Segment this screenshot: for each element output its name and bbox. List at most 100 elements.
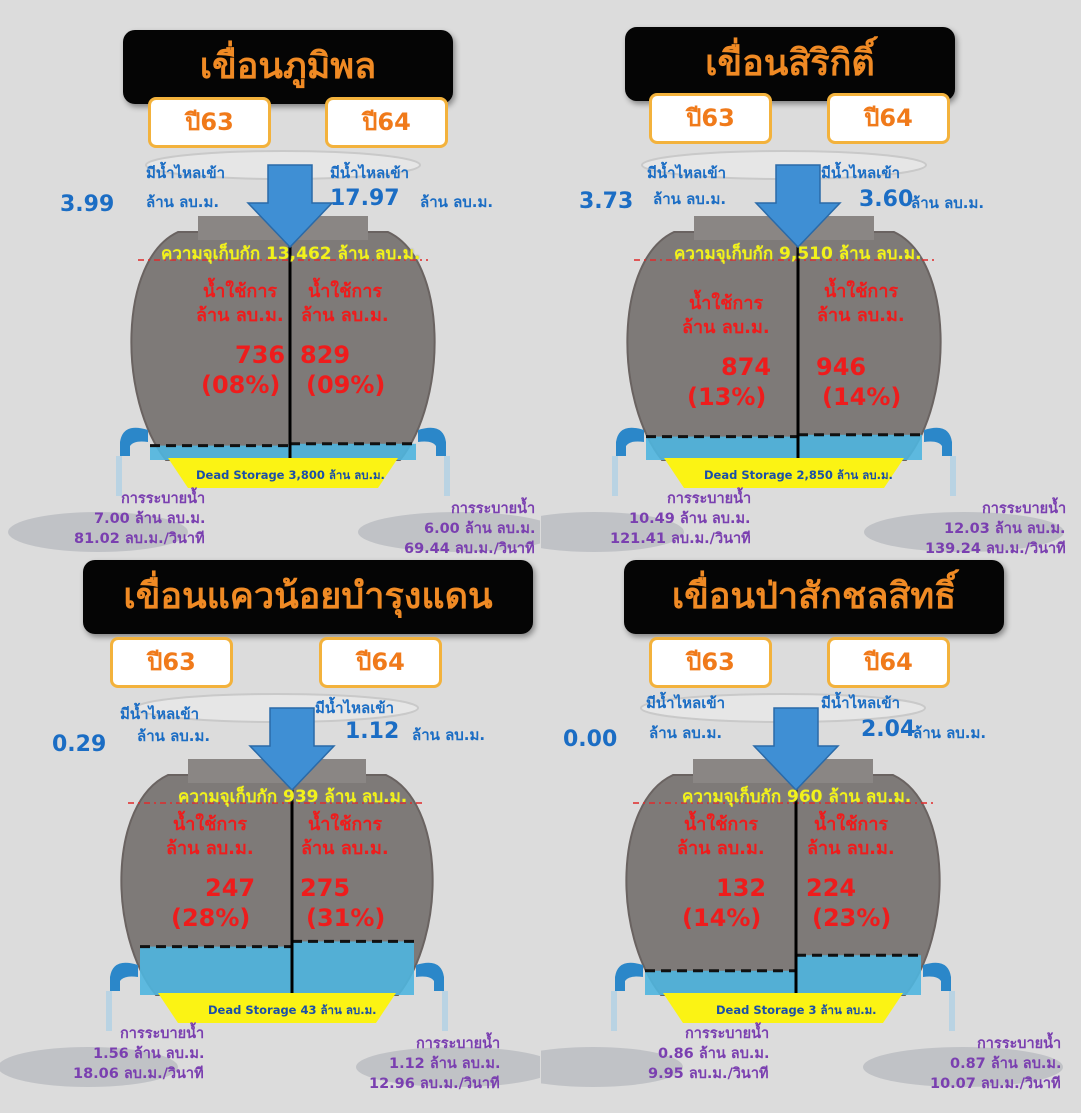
dead-storage-band [663,993,903,1023]
inflow-left-value: 0.00 [563,727,618,752]
inflow-left-label: มีน้ำไหลเข้า [646,694,725,712]
release-right-label: การระบายน้ำ [416,1036,501,1052]
release-left-label: การระบายน้ำ [121,491,206,507]
capacity-label: ความจุเก็บกัก 939 ล้าน ลบ.ม. [178,787,408,807]
dead-storage-band [158,993,396,1023]
year-right-box: ปี64 [325,97,448,148]
inflow-left-unit: ล้าน ลบ.ม. [146,193,220,211]
inflow-left-unit: ล้าน ลบ.ม. [137,727,211,745]
inflow-right-label: มีน้ำไหลเข้า [330,164,409,182]
usage-right-unit: ล้าน ลบ.ม. [301,305,389,326]
dam-panel: เขื่อนสิริกิติ์ ปี63 ปี64 มีน้ำไหลเข้า ล… [541,0,1081,557]
inflow-right-value: 3.60 [859,187,914,212]
dam-panel: เขื่อนภูมิพล ปี63 ปี64 มีน้ำไหลเข้า ล้าน… [0,0,540,557]
usage-right-value: 829 [300,341,351,369]
dead-storage-label: Dead Storage 43 ล้าน ลบ.ม. [208,1003,377,1017]
dead-storage-label: Dead Storage 2,850 ล้าน ลบ.ม. [704,468,893,482]
stream-left [612,456,618,496]
usage-right-label: น้ำใช้การ [814,814,889,835]
inflow-right-value: 1.12 [345,719,400,744]
release-left-label: การระบายน้ำ [120,1026,205,1042]
faucet-left-icon [110,962,138,991]
stream-left [611,991,617,1031]
usage-left-percent: (08%) [201,371,281,399]
dam-panel: เขื่อนป่าสักชลสิทธิ์ ปี63 ปี64 มีน้ำไหลเ… [541,557,1081,1113]
inflow-left-label: มีน้ำไหลเข้า [146,164,225,182]
usage-left-unit: ล้าน ลบ.ม. [682,317,770,338]
release-left-volume: 1.56 ล้าน ลบ.ม. [93,1046,205,1062]
release-left-label: การระบายน้ำ [685,1026,770,1042]
dead-storage-label: Dead Storage 3 ล้าน ลบ.ม. [716,1003,877,1017]
year-left-box: ปี63 [110,637,233,688]
faucet-right-icon [418,427,446,456]
usage-left-label: น้ำใช้การ [203,281,278,302]
puddle-left [0,1047,178,1087]
inflow-right-label: มีน้ำไหลเข้า [315,699,394,717]
faucet-right-icon [416,962,444,991]
usage-right-value: 224 [806,874,857,902]
puddle-left [541,1047,683,1087]
dam-name-banner: เขื่อนป่าสักชลสิทธิ์ [624,560,1004,634]
water-right [798,434,922,460]
inflow-left-label: มีน้ำไหลเข้า [647,164,726,182]
water-left [140,946,292,995]
faucet-left-icon [120,427,148,456]
year-right-box: ปี64 [827,637,950,688]
water-left [646,436,798,460]
release-left-rate: 81.02 ลบ.ม./วินาที [74,531,205,547]
stream-right [442,991,448,1031]
release-left-rate: 18.06 ลบ.ม./วินาที [73,1066,204,1082]
usage-right-unit: ล้าน ลบ.ม. [807,838,895,859]
inflow-left-label: มีน้ำไหลเข้า [120,705,199,723]
usage-left-percent: (28%) [171,904,251,932]
faucet-right-icon [924,427,952,456]
capacity-label: ความจุเก็บกัก 960 ล้าน ลบ.ม. [682,787,912,807]
usage-right-percent: (31%) [306,904,386,932]
usage-left-value: 132 [716,874,767,902]
inflow-arrow-icon [754,164,842,249]
inflow-right-unit: ล้าน ลบ.ม. [420,193,494,211]
usage-right-label: น้ำใช้การ [308,281,383,302]
pot-illustration [541,150,1064,552]
pot-illustration [0,693,540,1087]
capacity-label: ความจุเก็บกัก 9,510 ล้าน ลบ.ม. [674,244,922,264]
pot-illustration [8,150,540,552]
release-left-volume: 10.49 ล้าน ลบ.ม. [629,511,751,527]
inflow-left-value: 3.73 [579,189,634,214]
dead-storage-label: Dead Storage 3,800 ล้าน ลบ.ม. [196,468,385,482]
release-right-label: การระบายน้ำ [982,501,1067,517]
year-left-box: ปี63 [148,97,271,148]
stream-left [116,456,122,496]
water-right [292,941,414,995]
usage-right-label: น้ำใช้การ [308,814,383,835]
year-right-box: ปี64 [827,93,950,144]
dam-panel: เขื่อนแควน้อยบำรุงแดน ปี63 ปี64 มีน้ำไหล… [0,557,540,1113]
stream-right [950,456,956,496]
pot-illustration [541,693,1063,1087]
puddle-left [8,512,188,552]
stream-right [949,991,955,1031]
inflow-arrow-icon [752,707,840,792]
year-right-box: ปี64 [319,637,442,688]
faucet-left-icon [615,962,643,991]
faucet-left-icon [616,427,644,456]
capacity-label: ความจุเก็บกัก 13,462 ล้าน ลบ.ม. [161,244,421,264]
dam-name-banner: เขื่อนภูมิพล [123,30,453,104]
inflow-arrow-icon [246,164,334,249]
usage-right-value: 946 [816,353,867,381]
usage-left-unit: ล้าน ลบ.ม. [196,305,284,326]
inflow-right-unit: ล้าน ลบ.ม. [913,724,987,742]
inflow-right-value: 2.04 [861,717,916,742]
release-right-rate: 12.96 ลบ.ม./วินาที [369,1076,500,1092]
usage-right-percent: (09%) [306,371,386,399]
release-left-volume: 0.86 ล้าน ลบ.ม. [658,1046,770,1062]
usage-right-percent: (23%) [812,904,892,932]
water-right [796,955,921,995]
puddle-left [541,512,684,552]
usage-left-value: 874 [721,353,772,381]
inflow-right-label: มีน้ำไหลเข้า [821,694,900,712]
usage-left-unit: ล้าน ลบ.ม. [166,838,254,859]
inflow-right-unit: ล้าน ลบ.ม. [412,726,486,744]
dam-name-banner: เขื่อนสิริกิติ์ [625,27,955,101]
inflow-left-unit: ล้าน ลบ.ม. [649,724,723,742]
